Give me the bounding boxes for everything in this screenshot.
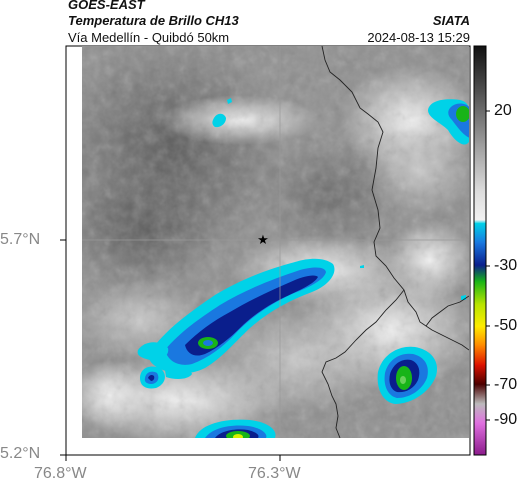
colorbar-segment — [474, 281, 486, 305]
colorbar-segment — [474, 326, 486, 347]
colorbar-segment — [474, 190, 486, 221]
cloud-southeast — [377, 346, 438, 404]
colorbar-segment — [474, 303, 486, 327]
cloud-bottom — [195, 419, 276, 438]
colorbar-segment — [474, 142, 486, 192]
lon-tick-label: 76.8°W — [34, 465, 87, 482]
agency-label: SIATA — [432, 13, 470, 28]
colorbar-tick-label: -50 — [494, 317, 518, 334]
cloud-small-north — [212, 113, 226, 128]
colorbar-segment — [474, 264, 486, 282]
cloud-band-main — [137, 258, 335, 389]
colorbar-segment — [474, 384, 486, 404]
star-icon: ★ — [257, 233, 269, 248]
product-title: Temperatura de Brillo CH13 — [68, 13, 239, 28]
timestamp-label: 2024-08-13 15:29 — [367, 30, 470, 45]
department-border — [321, 289, 405, 438]
colorbar-tick-label: -90 — [494, 411, 518, 428]
colorbar-segment — [474, 403, 486, 424]
department-border — [321, 46, 469, 351]
department-border — [425, 295, 469, 327]
colorbar-segment — [474, 223, 486, 243]
lat-tick-label: 5.2°N — [0, 445, 41, 462]
colorbar-segment — [474, 422, 486, 456]
lat-tick-label: 5.7°N — [0, 231, 41, 248]
colorbar-segment — [474, 46, 486, 95]
colorbar-segment — [474, 345, 486, 366]
cloud-northeast — [428, 99, 469, 145]
colorbar-tick-label: -30 — [494, 257, 518, 274]
lon-tick-label: 76.3°W — [248, 465, 301, 482]
colorbar-tick-label: -70 — [494, 376, 518, 393]
colorbar-frame — [473, 45, 487, 456]
imagery-layer — [82, 46, 469, 438]
region-subtitle: Vía Medellín - Quibdó 50km — [68, 30, 230, 45]
colorbar-segment — [474, 242, 486, 266]
satellite-title: GOES-EAST — [68, 0, 145, 12]
colorbar-segment — [474, 94, 486, 144]
colorbar-segment — [474, 364, 486, 385]
colorbar-segment — [474, 219, 486, 224]
colorbar-tick-label: 20 — [494, 102, 512, 119]
colorbar — [473, 45, 490, 456]
